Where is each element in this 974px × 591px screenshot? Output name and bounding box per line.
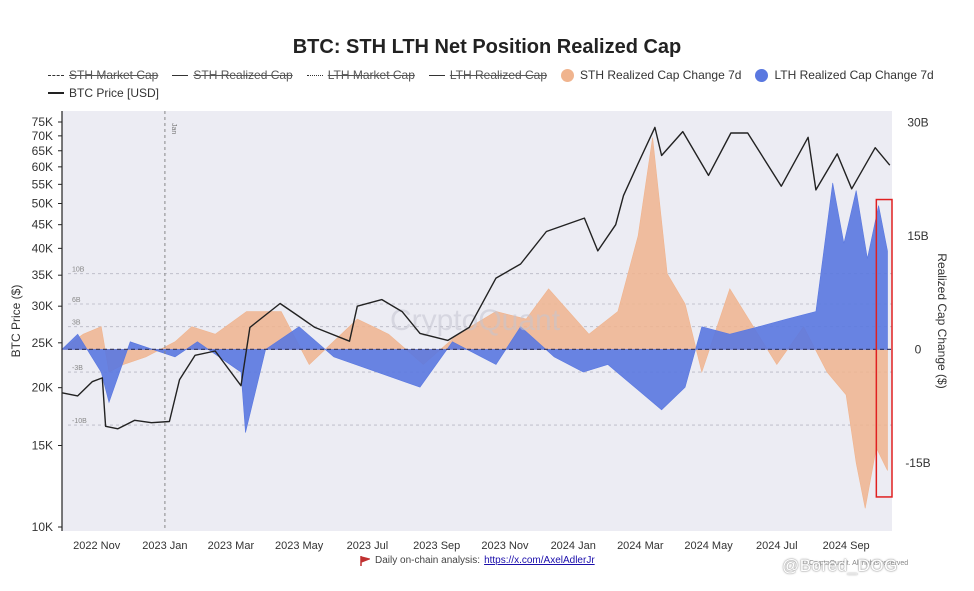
footer-link[interactable]: https://x.com/AxelAdlerJr bbox=[484, 555, 595, 566]
inner-gridlines: 10B 6B 3B -3B -10B bbox=[68, 267, 892, 426]
inner-grid-label: 3B bbox=[72, 320, 81, 327]
x-tick-label: 2022 Nov bbox=[73, 540, 121, 552]
legend-row-1: STH Market Cap STH Realized Cap LTH Mark… bbox=[48, 66, 948, 84]
x-axis-ticks: 2022 Nov 2023 Jan 2023 Mar 2023 May 2023 Jul… bbox=[73, 540, 870, 552]
left-axis-ticks: 10K 15K 20K 25K 30K 35K 40K 45K 50K 55K 60K 65K70K7… bbox=[32, 115, 62, 534]
x-tick-label: 2023 May bbox=[275, 540, 324, 552]
chart-legend: STH Market Cap STH Realized Cap LTH Mark… bbox=[48, 66, 948, 102]
inner-grid-label: 10B bbox=[72, 267, 85, 274]
right-tick-label: 30B bbox=[907, 115, 928, 129]
legend-item-sth-market-cap[interactable]: STH Market Cap bbox=[48, 68, 158, 82]
legend-item-btc-price[interactable]: BTC Price [USD] bbox=[48, 86, 159, 100]
legend-row-2: BTC Price [USD] bbox=[48, 84, 948, 102]
left-tick-label: 55K bbox=[32, 177, 53, 191]
left-tick-label: 60K bbox=[32, 160, 53, 174]
plot-background bbox=[62, 111, 892, 531]
footer-text: Daily on-chain analysis: bbox=[375, 555, 481, 566]
right-axis-label: Realized Cap Change ($) bbox=[935, 253, 949, 388]
x-tick-label: 2023 Nov bbox=[481, 540, 529, 552]
right-axis-ticks: -15B 0 15B 30B bbox=[905, 115, 930, 470]
btc-price-series bbox=[61, 126, 891, 430]
inner-grid-label: -3B bbox=[72, 365, 83, 372]
lth-change-area bbox=[61, 182, 888, 433]
x-tick-label: 2023 Jan bbox=[142, 540, 187, 552]
x-tick-label: 2024 Mar bbox=[617, 540, 664, 552]
x-tick-label: 2023 Mar bbox=[208, 540, 255, 552]
left-tick-label: 20K bbox=[32, 381, 53, 395]
x-tick-label: 2024 Sep bbox=[823, 540, 870, 552]
legend-line-icon bbox=[306, 74, 323, 76]
center-watermark: CryptoQuant bbox=[390, 304, 561, 337]
flag-icon bbox=[360, 555, 370, 566]
left-tick-label: 35K bbox=[32, 268, 53, 282]
left-tick-label: 75K bbox=[32, 115, 53, 129]
reference-vline-label: Jan bbox=[170, 123, 177, 134]
footer: Daily on-chain analysis: https://x.com/A… bbox=[360, 555, 595, 566]
legend-line-icon bbox=[428, 74, 445, 76]
left-axis-label: BTC Price ($) bbox=[9, 285, 23, 358]
legend-item-sth-change[interactable]: STH Realized Cap Change 7d bbox=[561, 68, 741, 82]
left-tick-label: 25K bbox=[32, 336, 53, 350]
x-tick-label: 2023 Jul bbox=[347, 540, 389, 552]
chart-title: BTC: STH LTH Net Position Realized Cap bbox=[292, 36, 682, 58]
inner-grid-label: -10B bbox=[72, 418, 87, 425]
legend-item-lth-change[interactable]: LTH Realized Cap Change 7d bbox=[755, 68, 934, 82]
legend-line-icon bbox=[48, 92, 64, 94]
area-series bbox=[61, 137, 888, 509]
left-tick-label: 70K bbox=[32, 129, 53, 143]
btc-price-line bbox=[61, 126, 891, 430]
x-tick-label: 2024 May bbox=[684, 540, 733, 552]
left-tick-label: 45K bbox=[32, 218, 53, 232]
left-tick-label: 15K bbox=[32, 439, 53, 453]
left-tick-label: 10K bbox=[32, 520, 53, 534]
legend-dot-icon bbox=[561, 68, 575, 82]
sth-change-area bbox=[61, 137, 888, 509]
legend-line-icon bbox=[48, 74, 64, 76]
left-tick-label: 65K bbox=[32, 144, 53, 158]
x-tick-label: 2024 Jan bbox=[551, 540, 596, 552]
legend-item-lth-realized-cap[interactable]: LTH Realized Cap bbox=[428, 68, 547, 82]
x-tick-label: 2024 Jul bbox=[756, 540, 798, 552]
legend-item-sth-realized-cap[interactable]: STH Realized Cap bbox=[172, 68, 293, 82]
inner-grid-label: 6B bbox=[72, 297, 81, 304]
left-tick-label: 50K bbox=[32, 196, 53, 210]
right-tick-label: 0 bbox=[915, 342, 922, 356]
highlight-box bbox=[875, 198, 893, 498]
left-tick-label: 30K bbox=[32, 299, 53, 313]
x-tick-label: 2023 Sep bbox=[413, 540, 460, 552]
handle-watermark: @Bored_DOG bbox=[782, 556, 898, 575]
legend-line-icon bbox=[172, 74, 189, 76]
legend-item-lth-market-cap[interactable]: LTH Market Cap bbox=[306, 68, 415, 82]
legend-dot-icon bbox=[755, 68, 769, 82]
right-tick-label: -15B bbox=[905, 456, 930, 470]
left-tick-label: 40K bbox=[32, 241, 53, 255]
right-tick-label: 15B bbox=[907, 229, 928, 243]
